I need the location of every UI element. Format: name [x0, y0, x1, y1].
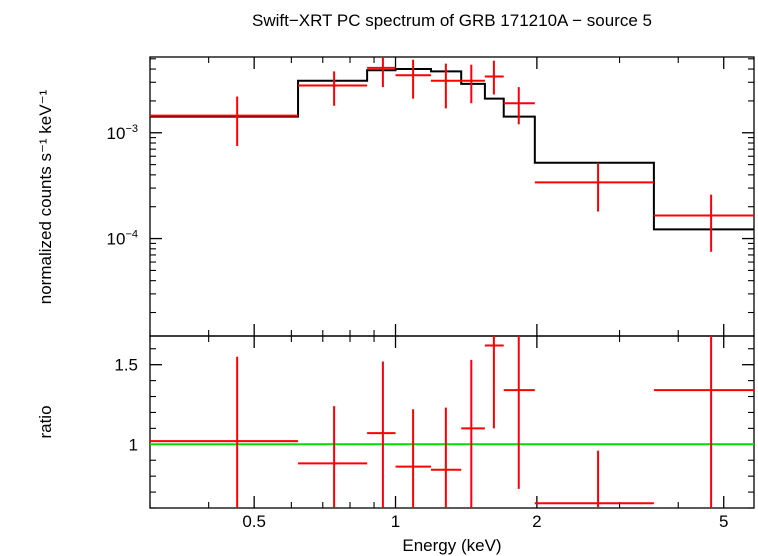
- data-point: [461, 359, 485, 508]
- x-tick-label: 2: [532, 512, 541, 531]
- data-point: [461, 64, 485, 104]
- data-point: [367, 361, 396, 508]
- top-panel: 10−3 10−4 normalized counts s⁻¹ keV⁻¹: [36, 56, 755, 337]
- top-y-axis-label: normalized counts s⁻¹ keV⁻¹: [36, 89, 55, 304]
- bottom-y-tick-labels: 11.5: [114, 356, 138, 455]
- top-x-ticks: [149, 57, 725, 336]
- top-y-ticks: [150, 58, 754, 314]
- x-axis-label: Energy (keV): [402, 536, 501, 555]
- x-tick-label: 0.5: [242, 512, 266, 531]
- chart-title: Swift−XRT PC spectrum of GRB 171210A − s…: [252, 11, 652, 30]
- data-point: [653, 194, 754, 252]
- data-point: [430, 63, 462, 109]
- data-point: [484, 336, 504, 429]
- bottom-x-ticks: [149, 336, 725, 508]
- top-y-tick-labels: 10−3 10−4: [107, 123, 138, 249]
- bottom-y-ticks: [150, 348, 754, 509]
- data-point: [395, 409, 431, 508]
- data-point: [534, 450, 654, 508]
- data-point: [150, 96, 299, 146]
- data-point: [395, 59, 431, 99]
- bottom-panel-frame: [149, 335, 755, 509]
- bottom-panel: 11.5 0.5 1 2 5 ratio Energy (keV): [36, 335, 755, 555]
- data-point: [653, 336, 754, 508]
- x-tick-label: 5: [719, 512, 728, 531]
- data-point: [150, 356, 299, 508]
- x-tick-label: 1: [391, 512, 400, 531]
- y-tick-label: 10−3: [107, 123, 138, 143]
- x-tick-labels: 0.5 1 2 5: [242, 512, 728, 531]
- data-point: [367, 57, 396, 88]
- data-point: [503, 336, 535, 489]
- y-tick-label: 1: [129, 435, 138, 454]
- data-point: [298, 406, 368, 508]
- top-panel-frame: [149, 56, 755, 337]
- y-tick-label: 1.5: [114, 356, 138, 375]
- bottom-y-axis-label: ratio: [36, 405, 55, 438]
- bottom-data-points: [150, 336, 754, 508]
- data-point: [430, 407, 462, 508]
- top-data-points: [150, 57, 754, 252]
- data-point: [503, 87, 535, 125]
- data-point: [534, 162, 654, 212]
- model-line: [150, 68, 754, 231]
- model-step-path: [150, 68, 754, 231]
- y-tick-label: 10−4: [107, 229, 138, 249]
- data-point: [484, 60, 504, 95]
- data-point: [298, 71, 368, 106]
